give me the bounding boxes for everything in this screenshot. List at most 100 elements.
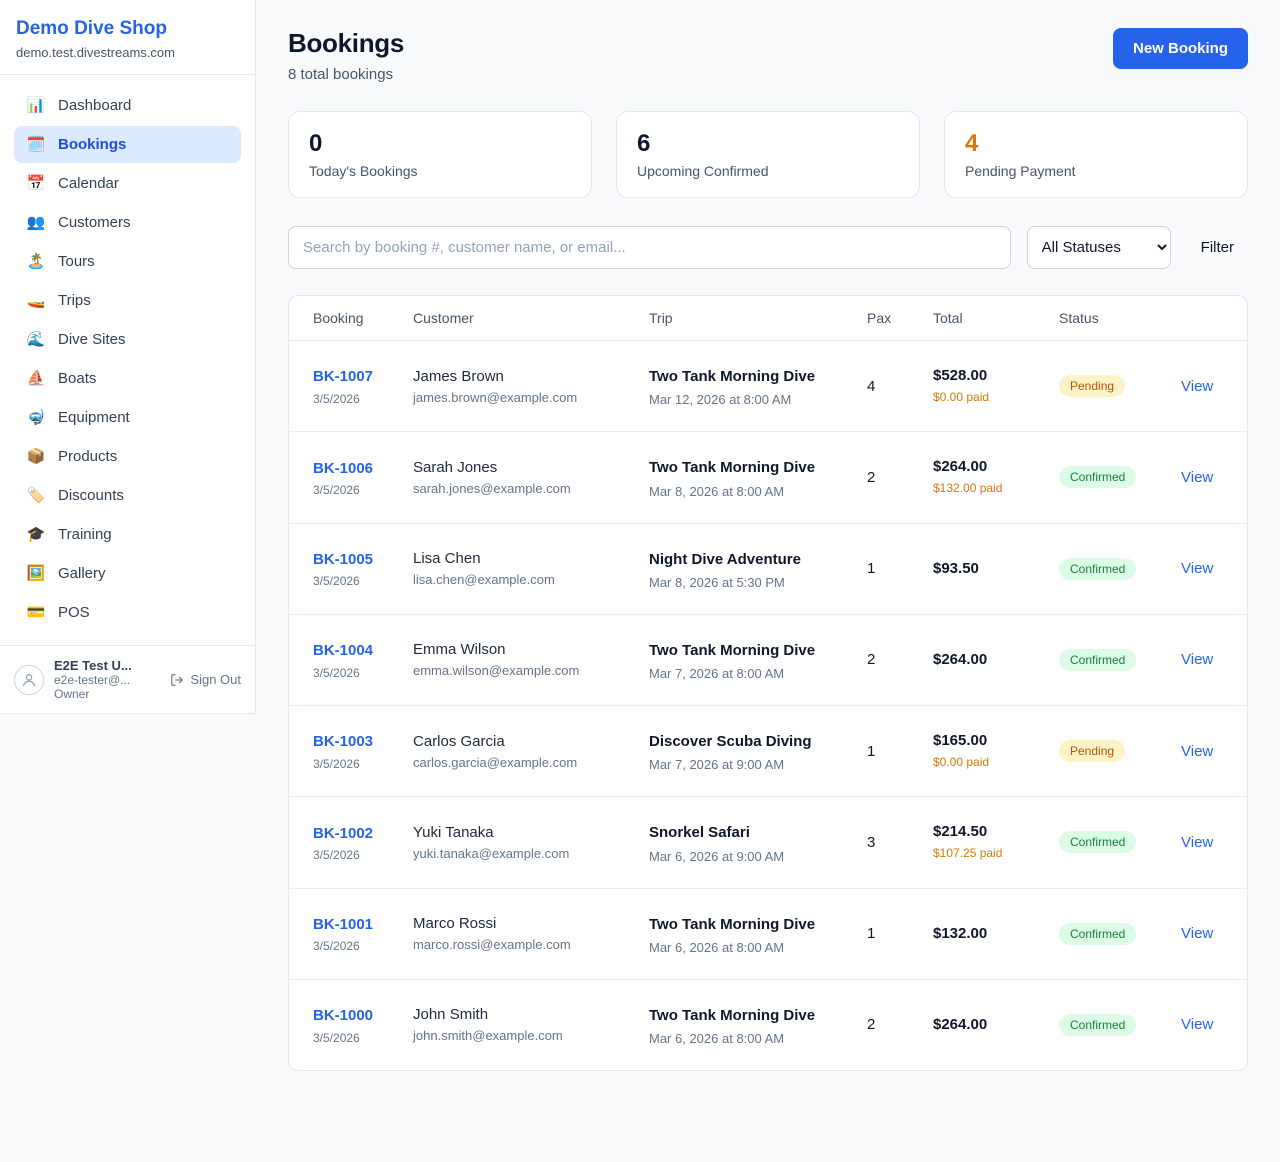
search-input[interactable] — [288, 226, 1011, 269]
total-amount: $264.00 — [933, 1016, 988, 1034]
sidebar-item-label: Boats — [58, 370, 97, 387]
customer-email: john.smith@example.com — [413, 1028, 563, 1044]
customer-name: James Brown — [413, 367, 504, 385]
total-amount: $264.00 — [933, 457, 988, 475]
sidebar-item-icon: 📅 — [26, 175, 46, 192]
sidebar-item[interactable]: 🚤 Trips — [14, 282, 241, 319]
customer-email: emma.wilson@example.com — [413, 663, 580, 679]
view-link[interactable]: View — [1181, 1016, 1214, 1034]
filter-button[interactable]: Filter — [1187, 229, 1248, 266]
sidebar-item-icon: 🗓️ — [26, 136, 46, 153]
trip-name: Night Dive Adventure — [649, 550, 801, 568]
customer-name: John Smith — [413, 1006, 489, 1024]
booking-id-link[interactable]: BK-1006 — [313, 459, 374, 477]
customer-email: yuki.tanaka@example.com — [413, 845, 570, 861]
stat-value: 6 — [637, 130, 651, 157]
main-content: Bookings 8 total bookings New Booking 0 … — [256, 0, 1280, 1099]
sidebar-item-icon: 🚤 — [26, 292, 46, 309]
paid-amount: $107.25 paid — [933, 845, 1003, 860]
booking-id-link[interactable]: BK-1001 — [313, 915, 374, 933]
status-badge: Confirmed — [1059, 648, 1137, 671]
sidebar-item-icon: 🎓 — [26, 526, 46, 543]
booking-id-link[interactable]: BK-1004 — [313, 642, 374, 660]
sidebar-item-icon: 🖼️ — [26, 565, 46, 582]
paid-amount: $0.00 paid — [933, 389, 990, 404]
booking-row: BK-1004 3/5/2026 Emma Wilson emma.wilson… — [289, 614, 1247, 707]
stat-value: 4 — [965, 130, 979, 157]
view-link[interactable]: View — [1181, 833, 1214, 851]
sidebar-item[interactable]: 🗓️ Bookings — [14, 126, 241, 163]
booking-row: BK-1006 3/5/2026 Sarah Jones sarah.jones… — [289, 431, 1247, 524]
sidebar-item[interactable]: 📦 Products — [14, 438, 241, 475]
status-select[interactable]: All Statuses — [1026, 226, 1171, 269]
status-badge: Confirmed — [1059, 922, 1137, 945]
booking-row: BK-1001 3/5/2026 Marco Rossi marco.rossi… — [289, 888, 1247, 980]
trip-datetime: Mar 7, 2026 at 8:00 AM — [649, 666, 785, 681]
col-total: Total — [921, 296, 1047, 341]
view-link[interactable]: View — [1181, 742, 1214, 760]
page-header-text: Bookings 8 total bookings — [288, 28, 404, 83]
status-badge: Pending — [1059, 740, 1126, 763]
sidebar-item[interactable]: 🖼️ Gallery — [14, 555, 241, 592]
trip-datetime: Mar 6, 2026 at 8:00 AM — [649, 939, 785, 955]
page-title: Bookings — [288, 28, 405, 58]
sidebar-item[interactable]: 🏷️ Discounts — [14, 477, 241, 514]
status-badge: Confirmed — [1059, 557, 1137, 580]
total-amount: $528.00 — [933, 366, 988, 384]
customer-name: Carlos Garcia — [413, 732, 505, 750]
user-section: E2E Test U... e2e-tester@... Owner Sign … — [0, 645, 255, 713]
sidebar-item-icon: 💳 — [26, 604, 46, 621]
view-link[interactable]: View — [1181, 377, 1214, 395]
total-amount: $214.50 — [933, 822, 988, 840]
total-amount: $93.50 — [933, 560, 979, 578]
view-link[interactable]: View — [1181, 925, 1214, 943]
stat-label: Pending Payment — [965, 163, 1076, 179]
trip-datetime: Mar 7, 2026 at 9:00 AM — [649, 757, 785, 773]
booking-date: 3/5/2026 — [313, 1030, 360, 1045]
view-link[interactable]: View — [1181, 651, 1214, 669]
sidebar-item[interactable]: 🌊 Dive Sites — [14, 321, 241, 358]
sidebar-item[interactable]: 🏝️ Tours — [14, 243, 241, 280]
sidebar-item[interactable]: 👥 Customers — [14, 204, 241, 241]
sign-out-button[interactable]: Sign Out — [170, 672, 241, 687]
sidebar-item-label: Discounts — [58, 487, 124, 504]
trip-name: Two Tank Morning Dive — [649, 459, 816, 477]
stat-card: 6 Upcoming Confirmed — [616, 111, 920, 198]
customer-name: Yuki Tanaka — [413, 823, 494, 841]
booking-date: 3/5/2026 — [313, 483, 360, 498]
sidebar-item[interactable]: 🎓 Training — [14, 516, 241, 553]
new-booking-button[interactable]: New Booking — [1112, 28, 1248, 69]
col-customer: Customer — [401, 296, 637, 341]
sidebar-item[interactable]: 🤿 Equipment — [14, 399, 241, 436]
trip-datetime: Mar 8, 2026 at 5:30 PM — [649, 574, 785, 590]
trip-datetime: Mar 12, 2026 at 8:00 AM — [649, 392, 792, 408]
sidebar-item[interactable]: ⛵ Boats — [14, 360, 241, 397]
sidebar-nav: 📊 Dashboard 🗓️ Bookings 📅 Calendar 👥 Cus… — [0, 75, 255, 645]
trip-name: Snorkel Safari — [649, 824, 750, 842]
view-link[interactable]: View — [1181, 560, 1214, 578]
page-header: Bookings 8 total bookings New Booking — [288, 28, 1248, 83]
sidebar-item-icon: 📊 — [26, 97, 46, 114]
booking-id-link[interactable]: BK-1003 — [313, 733, 374, 751]
booking-id-link[interactable]: BK-1005 — [313, 550, 374, 568]
sidebar-item[interactable]: 📊 Dashboard — [14, 87, 241, 124]
view-link[interactable]: View — [1181, 468, 1214, 486]
booking-id-link[interactable]: BK-1007 — [313, 368, 374, 386]
booking-row: BK-1002 3/5/2026 Yuki Tanaka yuki.tanaka… — [289, 796, 1247, 889]
booking-row: BK-1005 3/5/2026 Lisa Chen lisa.chen@exa… — [289, 523, 1247, 615]
status-badge: Confirmed — [1059, 466, 1137, 489]
stat-value: 0 — [309, 130, 323, 157]
sidebar-item[interactable]: 📅 Calendar — [14, 165, 241, 202]
trip-name: Two Tank Morning Dive — [649, 368, 816, 385]
customer-email: lisa.chen@example.com — [413, 572, 555, 588]
bookings-table: Booking Customer Trip Pax Total Status B… — [288, 295, 1248, 1071]
sidebar-item[interactable]: 💳 POS — [14, 594, 241, 631]
booking-id-link[interactable]: BK-1002 — [313, 824, 374, 842]
pax-count: 2 — [855, 431, 921, 524]
sidebar-item-label: Gallery — [58, 565, 106, 582]
booking-date: 3/5/2026 — [313, 665, 360, 680]
customer-email: carlos.garcia@example.com — [413, 754, 578, 770]
sidebar-item-label: Trips — [58, 292, 91, 309]
booking-id-link[interactable]: BK-1000 — [313, 1007, 374, 1025]
trip-name: Two Tank Morning Dive — [649, 641, 816, 659]
